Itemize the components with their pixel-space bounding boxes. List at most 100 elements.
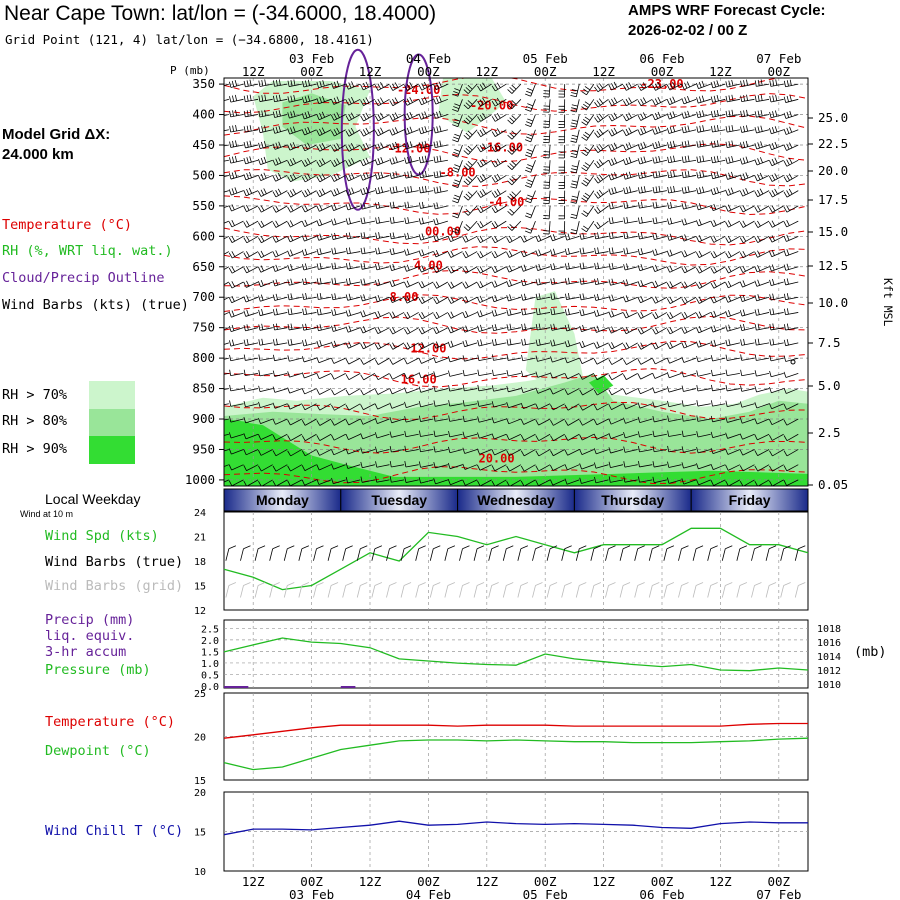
wind-barb-flag (436, 126, 439, 133)
wind-barb-staff (406, 129, 419, 135)
wind-barb-flag (360, 404, 364, 410)
wind-barb-flag (640, 342, 644, 349)
wind-barb (637, 445, 653, 453)
wind-barb-staff (480, 235, 492, 244)
wind-barb (419, 170, 434, 179)
wind-barb-flag (783, 293, 786, 300)
wind-barb-staff (457, 144, 463, 158)
wind-barb-staff (347, 479, 361, 484)
wind-barb-staff (289, 403, 303, 410)
wind-barb-staff (259, 342, 273, 346)
wind-barb-flag (249, 156, 252, 163)
wind-barb-flag (292, 142, 296, 148)
wind-barb-staff (362, 312, 376, 318)
wind-barb-flag (506, 339, 509, 346)
wind-barb-flag (643, 127, 647, 133)
wind-barb-flag (377, 143, 381, 150)
wind-barb (243, 220, 259, 228)
wind-barb (316, 127, 332, 136)
grid-wind-barb (590, 582, 602, 598)
wind-barb-flag (389, 202, 392, 209)
wind-barb (524, 129, 536, 143)
wind-barb-flag (570, 232, 577, 235)
wind-barb (316, 233, 332, 241)
wind-barb (301, 95, 317, 104)
wind-chill-label: Wind Chill T (°C) (45, 823, 184, 839)
barb-flag (725, 582, 733, 586)
wind-barb-flag (316, 263, 319, 270)
wind-barb (666, 111, 682, 120)
wind-barb-staff (230, 159, 244, 164)
wind-barb-staff (479, 312, 492, 318)
wind-barb-staff (575, 190, 580, 204)
wind-barb (374, 142, 390, 151)
wind-barb-flag (535, 371, 539, 378)
wind-barb-flag (769, 354, 772, 361)
wind-barb-staff (464, 418, 478, 423)
wind-barb-flag (786, 249, 790, 256)
wind-barb (462, 463, 478, 470)
wind-barb-staff (551, 342, 565, 347)
wind-barb (316, 418, 332, 426)
wind-barb-flag (215, 464, 217, 470)
surface-wind-barb (663, 545, 675, 561)
wind-barb-flag (506, 237, 510, 243)
wind-barb-staff (347, 464, 361, 469)
wind-barb-flag (684, 171, 687, 178)
wind-barb-flag (564, 263, 567, 270)
wind-barb-staff (333, 175, 346, 182)
wind-barb (570, 221, 580, 235)
wind-barb-staff (363, 342, 376, 350)
wind-barb-staff (245, 357, 259, 361)
wind-barb-flag (334, 277, 337, 284)
wind-barb-flag (757, 308, 760, 315)
wind-barb (768, 418, 784, 426)
wind-barb-flag (788, 158, 793, 164)
wind-barb-flag (453, 90, 460, 94)
wind-barb-flag (681, 141, 684, 148)
wind-barb-staff (435, 98, 449, 105)
wind-barb-flag (710, 400, 713, 407)
wind-barb (331, 247, 346, 255)
wind-barb (711, 125, 726, 133)
wind-barb-staff (407, 342, 419, 350)
wind-barb-flag (452, 185, 459, 188)
wind-barb-flag (552, 234, 556, 240)
wind-barb-flag (579, 358, 583, 364)
wind-barb-flag (550, 278, 553, 285)
wind-barb (224, 312, 230, 316)
wind-barb-flag (421, 126, 425, 133)
wind-barb-flag (774, 141, 778, 148)
wind-barb-flag (275, 190, 279, 196)
wind-barb-flag (783, 264, 787, 271)
wind-barb (360, 232, 375, 240)
wind-barb (783, 293, 799, 301)
wind-barb (769, 308, 784, 316)
wind-barb (452, 160, 463, 173)
temperature-contour-line (224, 78, 782, 94)
wind-barb (681, 218, 697, 226)
wind-barb-staff (467, 129, 478, 140)
wind-barb-flag (622, 296, 626, 303)
wind-barb (666, 371, 682, 379)
wind-barb (593, 388, 609, 396)
wind-barb-staff (509, 235, 522, 244)
wind-barb-flag (479, 205, 484, 212)
wind-barb-flag (696, 431, 699, 438)
wind-barb-staff (333, 205, 346, 212)
wind-barb-flag (410, 185, 413, 192)
wind-barb-flag (494, 324, 497, 331)
wind-barb-flag (567, 340, 571, 347)
wind-barb-flag (608, 100, 613, 106)
wind-barb (681, 462, 697, 469)
wind-barb-staff (786, 159, 799, 167)
wind-barb-flag (666, 99, 670, 105)
wind-barb-flag (684, 202, 687, 209)
wind-barb-flag (567, 247, 570, 255)
wind-barb-staff (289, 357, 302, 362)
wind-barb (375, 476, 390, 483)
wind-barb-flag (594, 162, 599, 169)
wind-barb (593, 403, 609, 411)
wind-barb-staff (597, 190, 609, 199)
wind-barb-flag (774, 126, 778, 133)
